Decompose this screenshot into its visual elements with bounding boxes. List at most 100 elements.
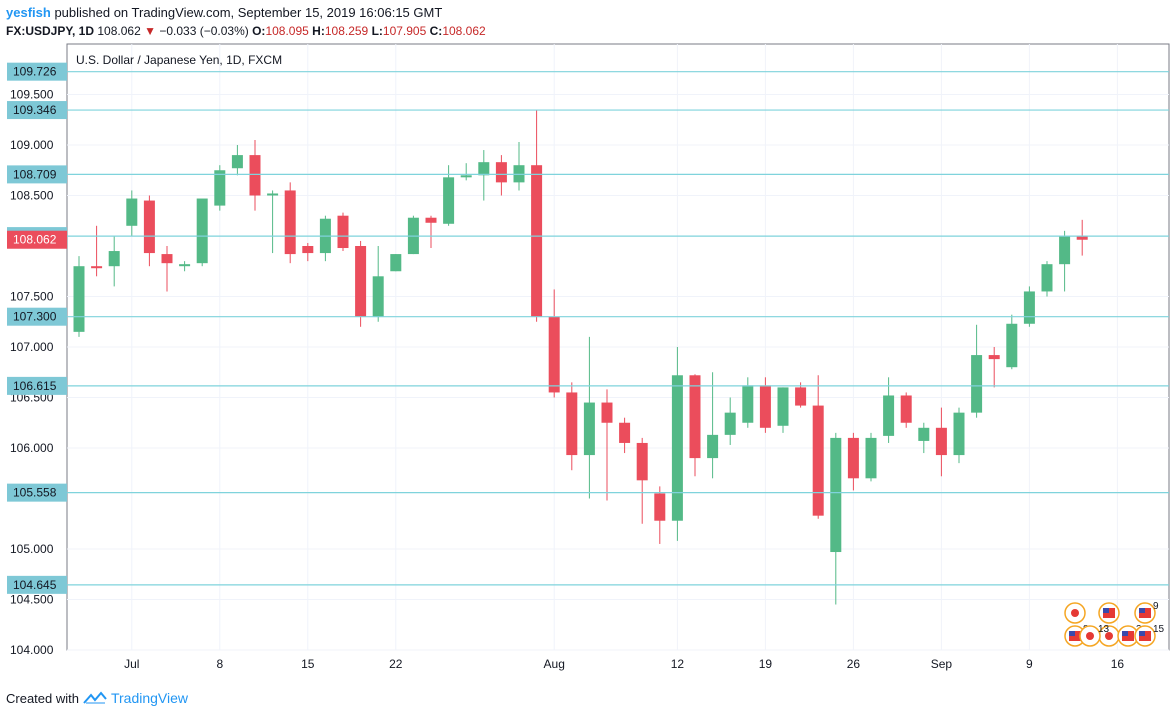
candle-body [619, 422, 631, 443]
candle-body [91, 266, 103, 269]
candle-body [302, 246, 314, 254]
japan-event-icon: 13 [1079, 624, 1110, 647]
candle-body [900, 395, 912, 423]
candle-body [742, 385, 754, 423]
x-tick-label: Jul [124, 657, 139, 671]
last-price: 108.062 [97, 24, 141, 38]
candle [460, 163, 472, 181]
event-count: 15 [1153, 624, 1165, 635]
y-tick-label: 104.500 [10, 593, 54, 607]
x-tick-label: 9 [1026, 657, 1033, 671]
candle [847, 432, 859, 491]
footer: Created with TradingView [6, 690, 188, 706]
candle [971, 324, 983, 418]
candle [355, 240, 367, 327]
candle-body [883, 395, 895, 436]
candle [654, 486, 666, 544]
candle-body [443, 177, 455, 224]
candle-body [671, 375, 683, 521]
candle [865, 432, 877, 482]
x-tick-label: 8 [216, 657, 223, 671]
candle [636, 437, 648, 524]
candle-body [988, 355, 1000, 360]
candle [918, 422, 930, 454]
candle-body [196, 198, 208, 264]
candle-body [531, 165, 543, 317]
y-tick-label: 109.500 [10, 88, 54, 102]
publish-line: yesfish published on TradingView.com, Se… [6, 4, 486, 22]
candle [179, 261, 191, 272]
candle-body [1076, 236, 1088, 240]
candle [566, 382, 578, 471]
y-tick-label: 108.500 [10, 189, 54, 203]
candle-body [143, 200, 155, 254]
level-badge [7, 483, 67, 502]
candle-body [583, 402, 595, 456]
candle [601, 389, 613, 501]
candle [108, 235, 120, 287]
candle-body [126, 198, 138, 226]
candle-body [759, 385, 771, 428]
candle [935, 407, 947, 477]
level-badge-label: 109.726 [13, 65, 57, 79]
chart-header: yesfish published on TradingView.com, Se… [6, 4, 486, 40]
candle [883, 377, 895, 443]
level-badge-label: 106.615 [13, 379, 57, 393]
y-tick-label: 105.000 [10, 542, 54, 556]
candle-body [566, 392, 578, 456]
candle [900, 392, 912, 428]
candle-body [918, 427, 930, 441]
candle [759, 377, 771, 433]
candle [143, 195, 155, 267]
candle-body [73, 266, 85, 332]
candle-body [355, 246, 367, 317]
symbol-name: FX:USDJPY, 1D [6, 24, 95, 38]
candle-body [214, 170, 226, 206]
candle [407, 215, 419, 255]
candle-body [654, 493, 666, 521]
us-event-icon: 9 [1134, 601, 1159, 624]
candle [583, 336, 595, 499]
last-price-label: 108.062 [13, 233, 57, 247]
candle-body [777, 387, 789, 426]
candle-body [513, 165, 525, 183]
candle [478, 150, 490, 201]
candle [231, 145, 243, 176]
us-flag-canton [1139, 631, 1145, 636]
chart-title: U.S. Dollar / Japanese Yen, 1D, FXCM [76, 53, 282, 67]
candle [531, 109, 543, 322]
candle [1023, 286, 1035, 327]
candle [91, 225, 103, 277]
jp-flag-dot [1086, 632, 1094, 640]
candle [196, 198, 208, 267]
candle-body [390, 254, 402, 272]
candle [425, 215, 437, 249]
close-label: C: [429, 24, 443, 38]
author-link[interactable]: yesfish [6, 5, 51, 20]
candle-body [284, 190, 296, 255]
candle-body [495, 162, 507, 183]
candle [495, 155, 507, 196]
level-badge [7, 307, 67, 326]
candle-body [337, 215, 349, 249]
down-arrow-icon: ▼ [144, 24, 156, 38]
candle [161, 246, 173, 292]
candle-body [601, 402, 613, 423]
low-value: 107.905 [382, 24, 427, 38]
level-badge-label: 107.300 [13, 310, 57, 324]
candle [126, 190, 138, 236]
tradingview-brand[interactable]: TradingView [110, 690, 189, 706]
candle-body [1041, 264, 1053, 292]
candle-body [161, 254, 173, 264]
candle [988, 347, 1000, 388]
us-event-icon [1098, 602, 1120, 624]
us-flag-canton [1103, 608, 1109, 613]
candle [1076, 219, 1088, 256]
candle [812, 375, 824, 519]
candle [513, 141, 525, 191]
candle-body [460, 175, 472, 178]
y-tick-label: 104.000 [10, 643, 54, 657]
candle-body [1059, 235, 1071, 265]
level-badge-label: 108.709 [13, 167, 57, 181]
